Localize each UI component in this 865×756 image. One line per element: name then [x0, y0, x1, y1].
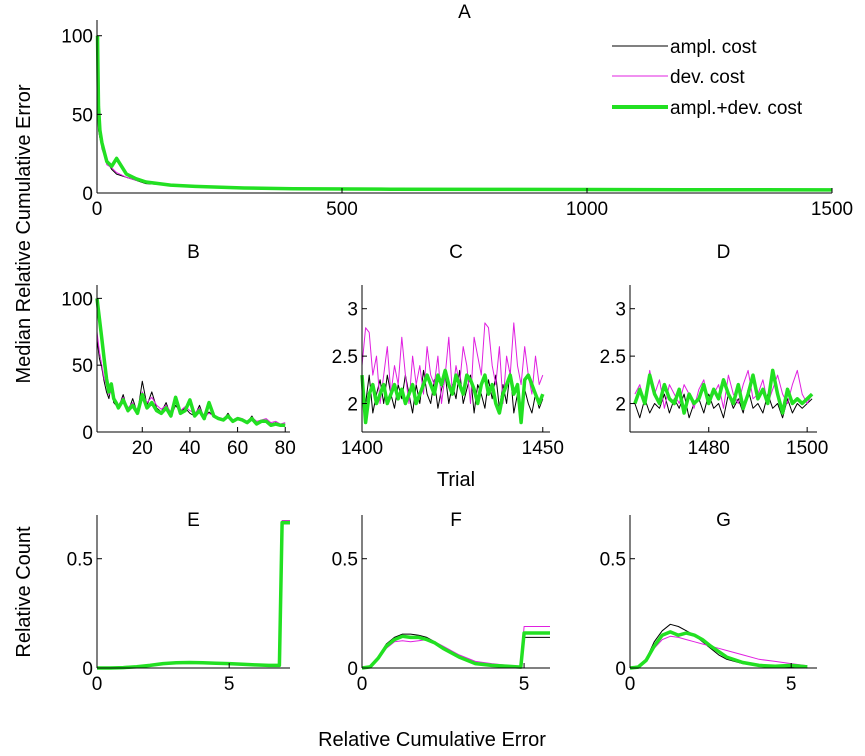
series-line-b-ampl-cost: [96, 338, 286, 426]
x-tick-label: 1500: [786, 438, 828, 459]
panel-f: F 0 5 0 0.5: [332, 510, 550, 695]
x-tick-label: 0: [92, 674, 103, 695]
legend: ampl. cost dev. cost ampl.+dev. cost: [612, 37, 803, 119]
series-line-a-ampl-dev-cost: [95, 35, 833, 192]
x-tick-label: 0: [625, 674, 636, 695]
y-tick-label: 0.5: [332, 550, 358, 571]
panel-title-a: A: [458, 2, 471, 23]
ylabel-top: Median Relative Cumulative Error: [13, 84, 35, 383]
x-tick-label: 1000: [566, 199, 608, 220]
series-line-d-ampl-dev-cost: [633, 368, 814, 415]
series-line-c-ampl-dev-cost: [360, 368, 545, 425]
panel-c: C 1400 1450 2 2.5 3: [332, 242, 564, 459]
y-tick-label: 0: [82, 659, 93, 680]
y-tick-label: 0.5: [67, 550, 93, 571]
panel-title-c: C: [449, 242, 463, 263]
y-tick-label: 0: [615, 659, 626, 680]
y-tick-label: 3: [615, 300, 626, 321]
x-tick-label: 40: [179, 438, 200, 459]
y-tick-label: 0: [82, 184, 93, 205]
panel-a: A 0 500 1000 1500 0 50 100: [61, 2, 853, 220]
series-line-b-ampl-dev-cost: [95, 298, 286, 428]
xlabel-trial: Trial: [437, 469, 475, 491]
ylabel-bottom: Relative Count: [13, 526, 35, 658]
x-tick-label: 0: [357, 674, 368, 695]
panel-title-e: E: [187, 510, 200, 531]
panel-title-f: F: [450, 510, 462, 531]
series-line-e-dev-cost: [97, 520, 290, 669]
x-tick-label: 60: [227, 438, 248, 459]
series-line-f-ampl-dev-cost: [361, 631, 550, 670]
panel-d: D 1480 1500 2 2.5 3: [600, 242, 829, 459]
x-tick-label: 1480: [688, 438, 730, 459]
panel-title-b: B: [187, 242, 200, 263]
y-tick-label: 2: [347, 395, 358, 416]
series-line-g-ampl-dev-cost: [629, 630, 808, 670]
x-tick-label: 5: [786, 674, 797, 695]
series-line-c-ampl-cost: [361, 369, 544, 419]
y-tick-label: 50: [72, 356, 93, 377]
panel-e: E 0 5 0 0.5: [67, 510, 290, 695]
x-tick-label: 20: [132, 438, 153, 459]
legend-label-dev: dev. cost: [670, 67, 745, 88]
y-tick-label: 50: [72, 105, 93, 126]
x-tick-label: 1500: [811, 199, 853, 220]
x-tick-label: 5: [224, 674, 235, 695]
panel-title-d: D: [717, 242, 731, 263]
y-tick-label: 0: [82, 423, 93, 444]
y-tick-label: 100: [61, 289, 93, 310]
xlabel-bottom: Relative Cumulative Error: [318, 729, 546, 751]
series-line-e-ampl-dev-cost: [97, 520, 290, 670]
series-line-b-dev-cost: [96, 331, 286, 425]
legend-label-ampl: ampl. cost: [670, 37, 757, 58]
y-tick-label: 0.5: [600, 550, 626, 571]
y-tick-label: 2: [615, 395, 626, 416]
series-line-d-dev-cost: [634, 369, 813, 409]
y-tick-label: 2.5: [600, 347, 626, 368]
x-tick-label: 0: [92, 199, 103, 220]
x-tick-label: 1450: [522, 438, 564, 459]
series-line-e-ampl-cost: [97, 523, 290, 669]
series-line-d-ampl-cost: [634, 388, 813, 419]
panel-g: G 0 5 0 0.5: [600, 510, 817, 695]
x-tick-label: 500: [326, 199, 358, 220]
y-tick-label: 0: [347, 659, 358, 680]
panel-title-g: G: [716, 510, 731, 531]
y-tick-label: 3: [347, 300, 358, 321]
legend-label-combined: ampl.+dev. cost: [670, 98, 803, 119]
x-tick-label: 1400: [341, 438, 383, 459]
x-tick-label: 80: [275, 438, 296, 459]
panel-b: B 20 40 60 80 0 50 100: [61, 242, 296, 459]
y-tick-label: 100: [61, 27, 93, 48]
y-tick-label: 2.5: [332, 347, 358, 368]
x-tick-label: 5: [519, 674, 530, 695]
